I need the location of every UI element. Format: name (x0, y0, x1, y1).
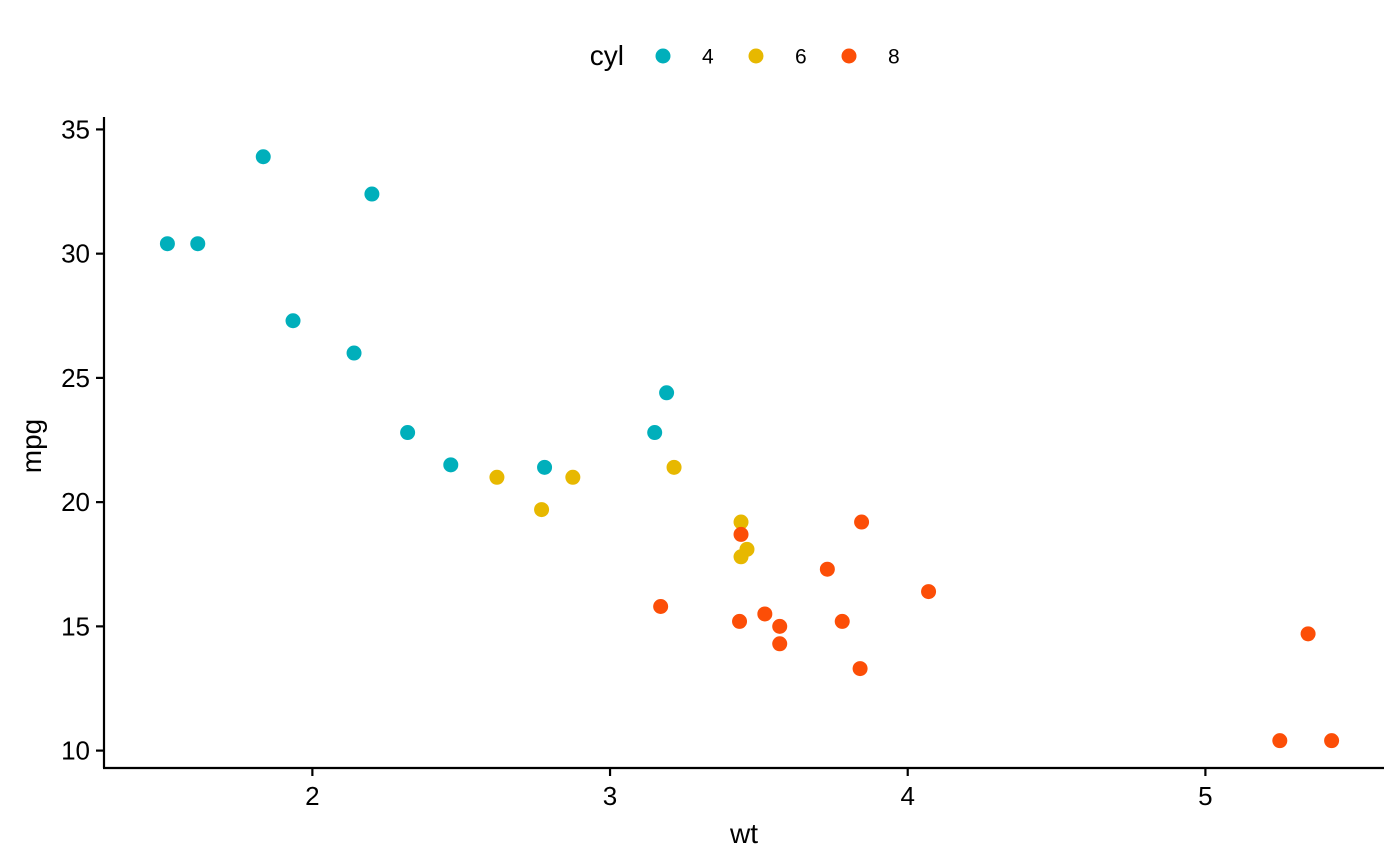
data-point-cyl-4 (400, 425, 416, 441)
y-tick-label: 10 (61, 736, 90, 766)
data-point-cyl-8 (1272, 733, 1288, 749)
x-axis-title: wt (729, 818, 758, 849)
y-tick-label: 35 (61, 114, 90, 144)
y-axis-title: mpg (16, 419, 47, 473)
data-point-cyl-4 (346, 345, 362, 361)
data-point-cyl-4 (443, 457, 459, 473)
legend-key-6 (748, 48, 764, 64)
data-point-cyl-4 (190, 236, 206, 252)
legend-title: cyl (590, 40, 624, 71)
data-point-cyl-8 (772, 618, 788, 634)
data-point-cyl-4 (255, 149, 271, 165)
data-point-cyl-4 (537, 459, 553, 475)
legend-label-4: 4 (702, 46, 714, 69)
x-tick-label: 2 (305, 781, 319, 811)
data-point-cyl-8 (819, 561, 835, 577)
data-point-cyl-8 (921, 584, 937, 600)
data-point-cyl-8 (772, 636, 788, 652)
data-point-cyl-8 (1324, 733, 1340, 749)
data-point-cyl-4 (659, 385, 675, 401)
data-point-cyl-4 (159, 236, 175, 252)
legend-key-8 (841, 48, 857, 64)
y-tick-label: 30 (61, 239, 90, 269)
data-point-cyl-8 (757, 606, 773, 622)
legend-label-6: 6 (795, 46, 807, 69)
data-point-cyl-6 (739, 541, 755, 557)
y-tick-label: 15 (61, 611, 90, 641)
data-point-cyl-8 (854, 514, 870, 530)
x-tick-label: 4 (900, 781, 914, 811)
data-point-cyl-8 (834, 613, 850, 629)
data-point-cyl-8 (653, 598, 669, 614)
data-point-cyl-6 (565, 469, 581, 485)
legend-key-4 (655, 48, 671, 64)
y-axis-ticks: 10 15 20 25 30 35 (61, 114, 104, 766)
data-point-cyl-8 (1300, 626, 1316, 642)
data-point-cyl-8 (852, 661, 868, 677)
x-axis-ticks: 2 3 4 5 (305, 768, 1213, 811)
data-point-cyl-8 (733, 526, 749, 542)
data-point-cyl-6 (534, 502, 550, 518)
data-point-cyl-8 (732, 613, 748, 629)
data-point-cyl-4 (647, 425, 663, 441)
x-tick-label: 3 (603, 781, 617, 811)
y-tick-label: 20 (61, 487, 90, 517)
x-tick-label: 5 (1198, 781, 1212, 811)
legend-label-8: 8 (888, 46, 900, 69)
data-points (159, 149, 1340, 749)
y-tick-label: 25 (61, 363, 90, 393)
data-point-cyl-4 (364, 186, 380, 202)
legend: cyl 4 6 8 (590, 40, 900, 71)
data-point-cyl-6 (733, 514, 749, 530)
axes: 2 3 4 5 10 15 20 25 30 35 wt mpg (16, 114, 1384, 849)
data-point-cyl-4 (285, 313, 301, 329)
data-point-cyl-6 (489, 469, 505, 485)
data-point-cyl-6 (666, 459, 682, 475)
